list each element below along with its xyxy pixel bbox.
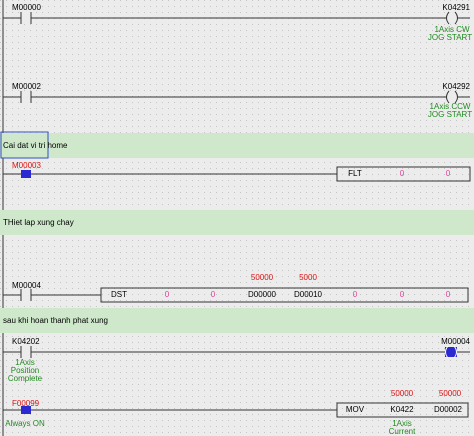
instruction: MOV xyxy=(346,405,365,414)
function-box xyxy=(100,287,469,303)
contact-gap xyxy=(21,91,31,103)
operand: 0 xyxy=(446,290,451,299)
operand-comment: Current xyxy=(389,427,416,436)
coil-label: K04291 xyxy=(442,3,470,12)
contact-on xyxy=(21,406,31,414)
rung: M00000 K04291 1Axis CW JOG START xyxy=(3,3,472,42)
coil-label: K04292 xyxy=(442,82,470,91)
coil-gap xyxy=(446,12,458,24)
monitor-value: 50000 xyxy=(439,389,462,398)
contact-label: M00002 xyxy=(12,82,41,91)
contact-gap xyxy=(21,346,31,358)
monitor-value: 50000 xyxy=(251,273,274,282)
selection-box[interactable] xyxy=(0,131,49,159)
monitor-value: 5000 xyxy=(299,273,317,282)
contact-comment: Position xyxy=(11,366,39,375)
rung: M00004 DST 0 0 D00000 D00010 0 0 0 50000… xyxy=(3,273,469,303)
comment-band xyxy=(0,133,474,158)
contact-label: F00099 xyxy=(12,399,40,408)
rung: M00003 FLT 0 0 xyxy=(3,161,471,182)
coil-comment: 1Axis CW xyxy=(434,25,470,34)
operand: D00000 xyxy=(248,290,277,299)
coil xyxy=(445,345,457,359)
operand: 0 xyxy=(400,169,405,178)
operand: 0 xyxy=(353,290,358,299)
operand: D00010 xyxy=(294,290,323,299)
operand: 0 xyxy=(446,169,451,178)
comment-band xyxy=(0,210,474,235)
contact-comment: Complete xyxy=(8,374,43,383)
contact-comment: Always ON xyxy=(5,419,45,428)
coil-on xyxy=(445,347,457,357)
operand: 0 xyxy=(165,290,170,299)
contact-gap xyxy=(21,289,31,301)
coil-gap xyxy=(446,91,458,103)
operand: 0 xyxy=(400,290,405,299)
contact-on xyxy=(21,170,31,178)
instruction: FLT xyxy=(348,169,362,178)
contact-gap xyxy=(21,12,31,24)
coil xyxy=(446,11,458,25)
monitor-value: 50000 xyxy=(391,389,414,398)
comment: sau khi hoan thanh phat xung xyxy=(3,316,108,325)
rung: F00099 Always ON MOV K0422 D00002 50000 … xyxy=(3,389,469,436)
operand: K0422 xyxy=(390,405,414,414)
function-box xyxy=(336,402,469,418)
comment: Cai dat vi tri home xyxy=(3,141,68,150)
operand: 0 xyxy=(211,290,216,299)
operand-comment: 1Axis xyxy=(392,419,412,428)
coil-comment: JOG START xyxy=(428,33,472,42)
coil-comment: 1Axis CCW xyxy=(430,102,471,111)
operand: D00002 xyxy=(434,405,463,414)
contact-label: M00004 xyxy=(12,281,41,290)
contact-label: M00000 xyxy=(12,3,41,12)
comment-band xyxy=(0,308,474,333)
coil-label: M00004 xyxy=(441,337,470,346)
contact-comment: 1Axis xyxy=(15,358,35,367)
coil xyxy=(446,90,458,104)
coil-comment: JOG START xyxy=(428,110,472,119)
comment: THiet lap xung chay xyxy=(3,218,74,227)
instruction: DST xyxy=(111,290,127,299)
function-box xyxy=(336,166,471,182)
contact-label: M00003 xyxy=(12,161,41,170)
rung: K04202 1Axis Position Complete M00004 xyxy=(3,337,471,383)
contact-label: K04202 xyxy=(12,337,40,346)
rung: M00002 K04292 1Axis CCW JOG START xyxy=(3,82,472,119)
